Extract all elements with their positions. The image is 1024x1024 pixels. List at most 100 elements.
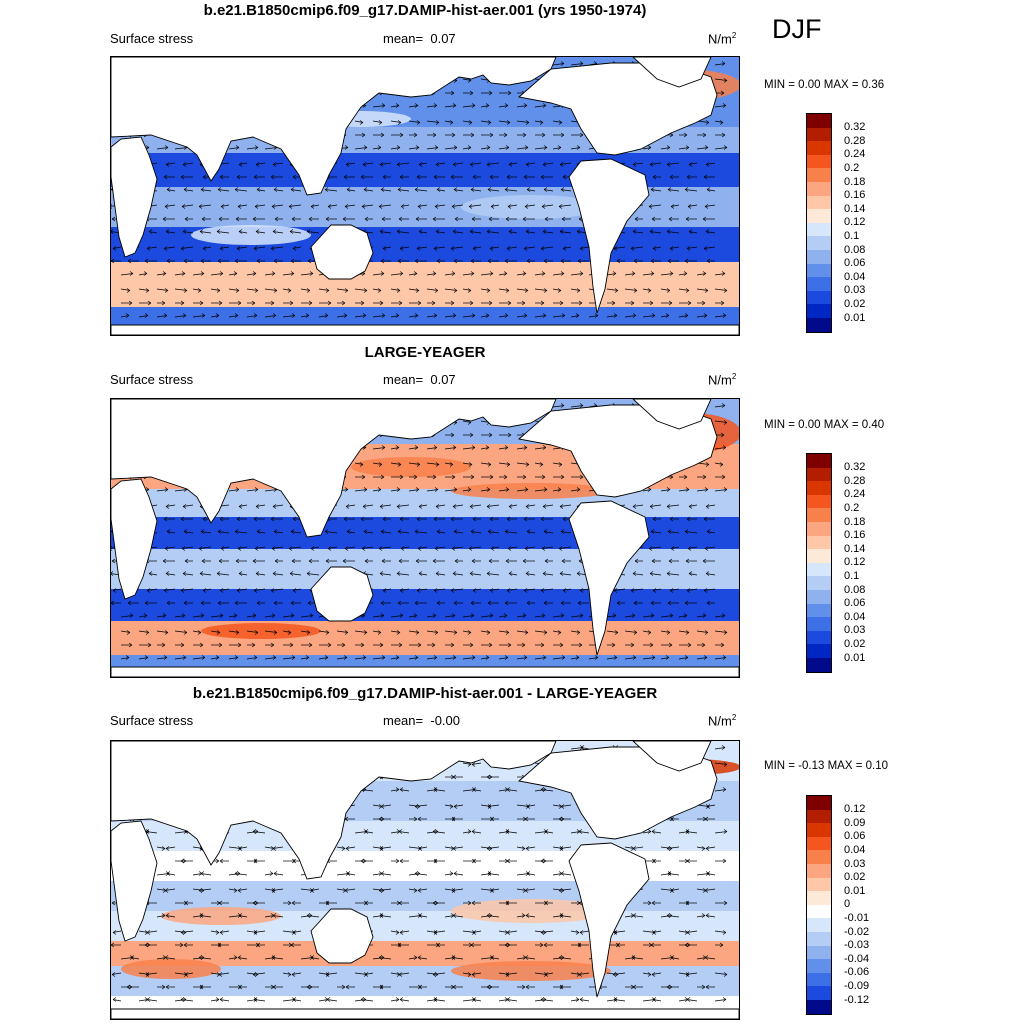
colorbar-tick-label: 0.02: [844, 871, 866, 884]
panel-1-mean-value: 0.07: [430, 31, 456, 46]
colorbar-box: [807, 1000, 831, 1015]
colorbar-tick-label: 0.2: [844, 161, 860, 174]
panel-3-colorbar: [806, 795, 832, 1015]
panel-2-variable-label: Surface stress: [110, 372, 194, 387]
season-label: DJF: [772, 14, 822, 44]
panel-2-mean: mean= 0.07: [383, 372, 456, 387]
panel-2-mean-label: mean=: [383, 372, 424, 387]
colorbar-tick-label: 0.09: [844, 816, 866, 829]
panel-3-units: N/m2: [708, 713, 736, 728]
map-canvas: [111, 57, 739, 335]
colorbar-box: [807, 603, 831, 618]
colorbar-tick-label: 0.14: [844, 542, 866, 555]
colorbar-tick-label: 0.06: [844, 830, 866, 843]
colorbar-tick-label: -0.02: [844, 925, 870, 938]
colorbar-box: [807, 304, 831, 319]
colorbar-tick-label: 0.03: [844, 624, 866, 637]
colorbar-tick-label: 0.08: [844, 583, 866, 596]
colorbar-box: [807, 945, 831, 960]
africa-land: [111, 136, 158, 258]
panel-2-colorbar: [806, 453, 832, 673]
colorbar-box: [807, 535, 831, 550]
colorbar-tick-label: 0.32: [844, 461, 866, 474]
eurasia-land: [111, 399, 557, 538]
colorbar-tick-label: 0.12: [844, 216, 866, 229]
colorbar-box: [807, 154, 831, 169]
panel-1-map: [110, 56, 740, 336]
colorbar-tick-label: 0.24: [844, 148, 866, 161]
colorbar-box: [807, 904, 831, 919]
field-anomaly: [351, 457, 471, 477]
colorbar-box: [807, 318, 831, 333]
colorbar-tick-label: 0.16: [844, 529, 866, 542]
south-america-land: [568, 500, 650, 656]
colorbar-box: [807, 290, 831, 305]
colorbar-tick-label: 0.04: [844, 610, 866, 623]
antarctica-land: [111, 1008, 739, 1019]
colorbar-box: [807, 658, 831, 673]
colorbar-tick-label: 0.01: [844, 651, 866, 664]
panel-1-colorbar: [806, 113, 832, 333]
colorbar-box: [807, 823, 831, 838]
panel-3-mean: mean= -0.00: [383, 713, 460, 728]
field-anomaly: [451, 961, 611, 981]
colorbar-tick-label: 0.02: [844, 637, 866, 650]
colorbar-box: [807, 836, 831, 851]
colorbar-box: [807, 522, 831, 537]
panel-1-variable-label: Surface stress: [110, 31, 194, 46]
colorbar-tick-label: 0.08: [844, 243, 866, 256]
colorbar-tick-label: 0.16: [844, 189, 866, 202]
colorbar-box: [807, 877, 831, 892]
panel-3-map: [110, 740, 740, 1020]
colorbar-box: [807, 168, 831, 183]
colorbar-box: [807, 864, 831, 879]
colorbar-box: [807, 182, 831, 197]
panel-2-units: N/m2: [708, 372, 736, 387]
panel-2-title: LARGE-YEAGER: [364, 344, 486, 361]
colorbar-box: [807, 562, 831, 577]
colorbar-tick-label: 0.1: [844, 229, 860, 242]
colorbar-box: [807, 263, 831, 278]
greenland-land: [632, 741, 712, 772]
panel-1-mean-label: mean=: [383, 31, 424, 46]
panel-1-units-exp: 2: [731, 31, 737, 40]
colorbar-box: [807, 467, 831, 482]
colorbar-tick-label: 0.12: [844, 803, 866, 816]
colorbar-box: [807, 576, 831, 591]
colorbar-box: [807, 809, 831, 824]
colorbar-box: [807, 277, 831, 292]
colorbar-tick-label: 0.18: [844, 515, 866, 528]
panel-1-mean: mean= 0.07: [383, 31, 456, 46]
antarctica-land: [111, 324, 739, 335]
greenland-land: [632, 57, 712, 88]
colorbar-box: [807, 796, 831, 811]
colorbar-tick-label: 0.01: [844, 311, 866, 324]
panel-2-minmax: MIN = 0.00 MAX = 0.40: [764, 419, 885, 431]
eurasia-land: [111, 57, 557, 196]
colorbar-box: [807, 932, 831, 947]
panel-3-mean-value: -0.00: [430, 713, 460, 728]
panel-2-units-exp: 2: [731, 372, 737, 381]
field-anomaly: [161, 907, 281, 925]
panel-1-units: N/m2: [708, 31, 736, 46]
colorbar-tick-label: -0.01: [844, 911, 870, 924]
colorbar-tick-label: 0.14: [844, 202, 866, 215]
panel-3-variable-label: Surface stress: [110, 713, 194, 728]
colorbar-tick-label: 0.28: [844, 134, 866, 147]
colorbar-box: [807, 209, 831, 224]
colorbar-tick-label: -0.12: [844, 993, 870, 1006]
colorbar-tick-label: 0.02: [844, 297, 866, 310]
colorbar-tick-label: 0.04: [844, 270, 866, 283]
colorbar-tick-label: 0.32: [844, 121, 866, 134]
south-america-land: [568, 158, 650, 314]
colorbar-tick-label: 0.2: [844, 501, 860, 514]
colorbar-tick-label: 0.24: [844, 488, 866, 501]
colorbar-tick-label: 0.1: [844, 569, 860, 582]
panel-3-units-exp: 2: [731, 713, 737, 722]
panel-1-title: b.e21.B1850cmip6.f09_g17.DAMIP-hist-aer.…: [203, 2, 647, 19]
colorbar-tick-label: 0.18: [844, 175, 866, 188]
colorbar-box: [807, 891, 831, 906]
colorbar-box: [807, 222, 831, 237]
panel-3-title: b.e21.B1850cmip6.f09_g17.DAMIP-hist-aer.…: [192, 685, 658, 702]
colorbar-box: [807, 644, 831, 659]
